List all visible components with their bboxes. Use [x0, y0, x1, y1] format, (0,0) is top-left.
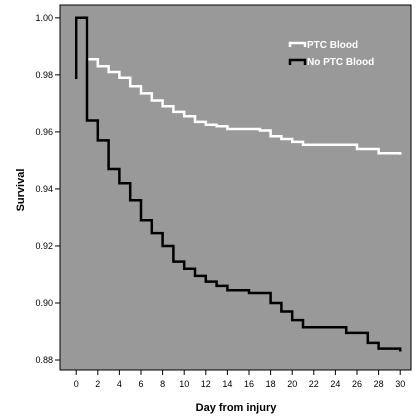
y-tick-label: 0.92: [35, 241, 53, 251]
y-axis: 0.88 0.90 0.92 0.94 0.96 0.98 1.00: [35, 13, 60, 365]
y-tick-label: 0.96: [35, 127, 53, 137]
x-tick-label: 2: [95, 379, 100, 389]
x-tick-label: 4: [117, 379, 122, 389]
x-tick-label: 6: [138, 379, 143, 389]
x-tick-label: 20: [287, 379, 297, 389]
x-tick-label: 16: [244, 379, 254, 389]
x-tick-label: 0: [74, 379, 79, 389]
legend-swatch-no-ptc-blood: [288, 58, 307, 65]
y-axis-title: Survival: [15, 169, 27, 212]
y-tick-label: 0.88: [35, 355, 53, 365]
x-tick-label: 14: [222, 379, 232, 389]
x-tick-label: 26: [352, 379, 362, 389]
x-axis: 0 2 4 6 8 10 12 14 16 18 20 22 24 26 28 30: [74, 370, 405, 389]
x-axis-title: Day from injury: [196, 402, 278, 414]
legend: PTC Blood No PTC Blood: [288, 40, 374, 68]
x-tick-label: 22: [309, 379, 319, 389]
y-tick-label: 0.94: [35, 184, 53, 194]
legend-label-no-ptc-blood: No PTC Blood: [307, 57, 374, 68]
x-tick-label: 24: [330, 379, 340, 389]
y-tick-label: 0.98: [35, 70, 53, 80]
y-tick-label: 1.00: [35, 13, 53, 23]
series-line-ptc-blood: [74, 16, 402, 155]
x-tick-label: 18: [266, 379, 276, 389]
legend-swatch-ptc-blood: [288, 41, 307, 47]
x-tick-label: 30: [395, 379, 405, 389]
series-lines: [74, 16, 402, 352]
series-line-no-ptc-blood: [74, 16, 402, 352]
legend-label-ptc-blood: PTC Blood: [307, 40, 358, 51]
x-tick-label: 10: [179, 379, 189, 389]
x-tick-label: 8: [160, 379, 165, 389]
plot-area: [59, 4, 412, 371]
y-tick-label: 0.90: [35, 298, 53, 308]
x-tick-label: 28: [374, 379, 384, 389]
x-tick-label: 12: [201, 379, 211, 389]
